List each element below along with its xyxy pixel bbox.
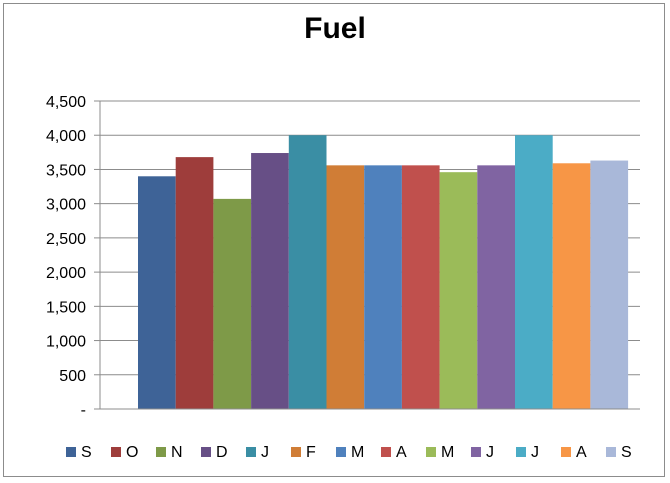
bar-o-1 xyxy=(175,157,214,409)
bar-n-2 xyxy=(213,198,252,409)
bar-a-7 xyxy=(401,165,440,409)
y-tick-label: - xyxy=(81,402,86,419)
y-tick-label: 1,500 xyxy=(46,299,86,316)
chart-title: Fuel xyxy=(304,12,366,45)
y-tick-label: 500 xyxy=(59,368,86,385)
legend-label: S xyxy=(621,444,632,461)
legend-swatch xyxy=(606,447,616,457)
y-tick-label: 3,500 xyxy=(46,162,86,179)
bar-a-11 xyxy=(552,163,591,409)
legend-label: S xyxy=(81,444,92,461)
legend-swatch xyxy=(291,447,301,457)
legend-label: J xyxy=(531,444,539,461)
legend-label: M xyxy=(441,444,454,461)
y-tick-label: 2,500 xyxy=(46,231,86,248)
bar-j-10 xyxy=(515,135,553,409)
legend-label: J xyxy=(261,444,269,461)
legend-swatch xyxy=(381,447,391,457)
legend-label: N xyxy=(171,444,183,461)
legend-swatch xyxy=(156,447,166,457)
legend-label: A xyxy=(396,444,407,461)
legend-swatch xyxy=(516,447,526,457)
legend-label: J xyxy=(486,444,494,461)
legend-label: F xyxy=(306,444,316,461)
legend-label: M xyxy=(351,444,364,461)
bar-j-4 xyxy=(288,135,327,409)
legend-swatch xyxy=(201,447,211,457)
bars xyxy=(138,135,629,409)
y-axis-tick-labels: 4,500 4,000 3,500 3,000 2,500 2,000 1,500 1,000… xyxy=(46,94,86,419)
legend-swatch xyxy=(426,447,436,457)
legend-swatch xyxy=(66,447,76,457)
y-tick-label: 4,000 xyxy=(46,128,86,145)
legend-swatch xyxy=(246,447,256,457)
legend-label: D xyxy=(216,444,228,461)
y-tick-label: 2,000 xyxy=(46,265,86,282)
y-tick-label: 1,000 xyxy=(46,334,86,351)
bar-d-3 xyxy=(251,153,289,409)
bar-m-8 xyxy=(439,172,478,409)
bar-j-9 xyxy=(477,165,515,409)
legend-swatch xyxy=(561,447,571,457)
bar-f-5 xyxy=(326,165,365,409)
bar-s-0 xyxy=(138,176,176,409)
bar-m-6 xyxy=(364,165,402,409)
legend-label: A xyxy=(576,444,587,461)
bar-s-12 xyxy=(590,160,629,409)
y-tick-label: 3,000 xyxy=(46,197,86,214)
legend-swatch xyxy=(111,447,121,457)
legend-swatch xyxy=(471,447,481,457)
legend-label: O xyxy=(126,444,138,461)
y-tick-label: 4,500 xyxy=(46,94,86,111)
legend-swatch xyxy=(336,447,346,457)
